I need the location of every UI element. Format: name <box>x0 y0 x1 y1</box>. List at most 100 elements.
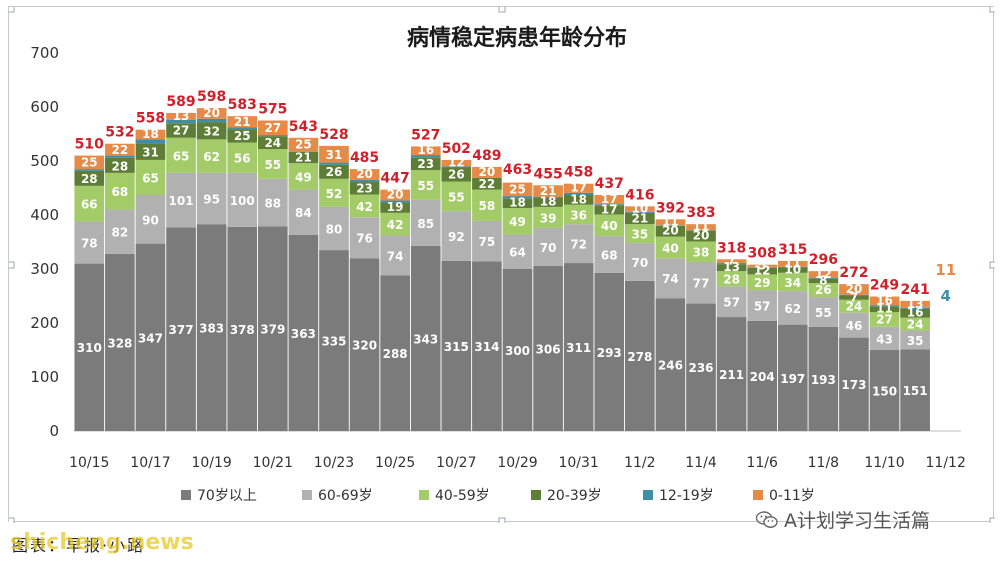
bar-segment <box>869 296 900 306</box>
bar-segment <box>563 183 594 193</box>
segment-value-label: 58 <box>479 199 496 213</box>
bar-segment <box>655 225 686 226</box>
segment-value-label: 193 <box>811 373 836 387</box>
x-tick-label: 11/10 <box>864 455 904 471</box>
x-tick-label: 11/6 <box>746 455 778 471</box>
bar-segment <box>227 226 258 431</box>
total-value-label: 589 <box>166 94 195 110</box>
total-value-label: 315 <box>778 242 807 258</box>
segment-value-label: 22 <box>479 177 496 191</box>
segment-value-label: 40 <box>601 219 618 233</box>
bar-segment <box>410 157 441 171</box>
y-tick-label: 600 <box>30 98 59 116</box>
bar-segment <box>196 122 227 140</box>
segment-value-label: 25 <box>295 138 312 152</box>
segment-value-label: 42 <box>356 200 373 214</box>
bar-segment <box>135 139 166 144</box>
bar-segment <box>410 199 441 246</box>
bar-segment <box>594 205 625 215</box>
segment-value-label: 31 <box>326 148 343 162</box>
bar-segment <box>625 211 655 213</box>
segment-value-label: 72 <box>570 238 587 252</box>
bar-segment <box>716 259 747 264</box>
bar-segment <box>441 260 472 431</box>
bar-segment <box>533 197 563 207</box>
bar-segment <box>288 163 319 190</box>
total-value-label: 528 <box>319 127 348 143</box>
segment-value-label: 12 <box>448 156 465 170</box>
bar-segment <box>839 299 869 313</box>
x-tick-label: 10/17 <box>130 455 170 471</box>
segment-value-label: 56 <box>234 152 251 166</box>
segment-value-label: 74 <box>662 272 679 286</box>
segment-value-label: 46 <box>846 319 863 333</box>
total-value-label: 502 <box>442 141 471 157</box>
last-day-12-19-label: 4 <box>940 287 950 305</box>
segment-value-label: 52 <box>326 187 343 201</box>
segment-value-label: 8 <box>819 273 827 287</box>
bar-segment <box>472 177 502 190</box>
segment-value-label: 77 <box>693 277 710 291</box>
bar-segment <box>135 143 166 160</box>
bar-segment <box>441 181 472 212</box>
bar-segment <box>441 167 472 182</box>
segment-value-label: 21 <box>631 212 648 226</box>
bar-segment <box>716 271 747 287</box>
bar-segment <box>808 283 839 298</box>
bar-segment <box>380 275 410 431</box>
chart-title: 病情稳定病患年龄分布 <box>407 25 627 51</box>
legend-label: 0-11岁 <box>769 488 815 504</box>
bar-segment <box>135 129 166 140</box>
bars-group <box>74 108 930 431</box>
bar-segment <box>410 155 441 158</box>
bar-segment <box>594 214 625 237</box>
segment-value-label: 100 <box>230 194 255 208</box>
bar-segment <box>900 308 930 318</box>
x-tick-label: 10/25 <box>375 455 415 471</box>
chart-frame: 病情稳定病患年龄分布 0 100 200 300 400 500 600 700 10/15 1… <box>8 6 995 523</box>
resize-handle <box>989 7 995 13</box>
legend-swatch <box>181 490 191 500</box>
bar-segment <box>105 172 135 210</box>
total-value-label: 272 <box>839 265 868 281</box>
segment-value-label: 315 <box>444 340 469 354</box>
segment-value-label: 320 <box>352 339 377 353</box>
segment-value-label: 90 <box>142 213 159 227</box>
bar-segment <box>196 139 227 173</box>
x-tick-label: 10/19 <box>191 455 231 471</box>
bar-segment <box>380 200 410 203</box>
bar-segment <box>533 206 563 228</box>
bar-segment <box>777 266 808 268</box>
bar-segment <box>502 198 533 208</box>
segment-value-label: 88 <box>264 197 281 211</box>
legend-swatch <box>531 490 541 500</box>
segment-value-label: 12 <box>815 267 832 281</box>
bar-segment <box>349 258 380 431</box>
segment-value-label: 36 <box>570 208 587 222</box>
segment-value-label: 55 <box>815 306 832 320</box>
bar-segment <box>808 271 839 278</box>
segment-value-label: 5 <box>758 258 766 272</box>
legend-label: 12-19岁 <box>659 488 714 504</box>
last-day-0-11-label: 11 <box>935 261 956 279</box>
segment-value-label: 35 <box>631 228 648 242</box>
segment-value-label: 24 <box>846 299 863 313</box>
bar-segment <box>196 118 227 123</box>
bar-segment <box>166 123 196 138</box>
resize-handle <box>498 517 506 523</box>
segment-value-label: 328 <box>107 336 132 350</box>
x-tick-label: 10/15 <box>69 455 109 471</box>
bar-segment <box>288 151 319 152</box>
segment-value-label: 383 <box>199 322 224 336</box>
bar-segment <box>625 224 655 244</box>
segment-value-label: 76 <box>356 232 373 246</box>
x-tick-label: 11/4 <box>685 455 717 471</box>
bar-segment <box>319 178 349 207</box>
segment-value-label: 74 <box>387 249 404 263</box>
segment-value-label: 34 <box>784 276 801 290</box>
bar-segment <box>625 243 655 281</box>
bar-segment <box>900 307 930 309</box>
bar-segment <box>319 145 349 163</box>
segment-value-label: 55 <box>264 158 281 172</box>
